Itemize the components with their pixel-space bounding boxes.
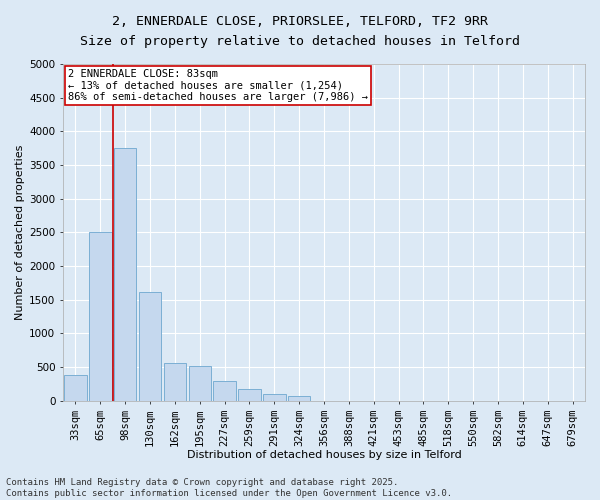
Bar bbox=[188, 366, 211, 400]
Bar bbox=[214, 381, 236, 400]
Bar bbox=[89, 232, 112, 400]
Bar bbox=[263, 394, 286, 400]
Text: 2, ENNERDALE CLOSE, PRIORSLEE, TELFORD, TF2 9RR: 2, ENNERDALE CLOSE, PRIORSLEE, TELFORD, … bbox=[112, 15, 488, 28]
Bar bbox=[114, 148, 136, 401]
Bar bbox=[139, 292, 161, 401]
Text: Size of property relative to detached houses in Telford: Size of property relative to detached ho… bbox=[80, 35, 520, 48]
Bar bbox=[238, 388, 260, 400]
Text: Contains HM Land Registry data © Crown copyright and database right 2025.
Contai: Contains HM Land Registry data © Crown c… bbox=[6, 478, 452, 498]
X-axis label: Distribution of detached houses by size in Telford: Distribution of detached houses by size … bbox=[187, 450, 461, 460]
Bar bbox=[288, 396, 310, 400]
Bar bbox=[164, 363, 186, 401]
Text: 2 ENNERDALE CLOSE: 83sqm
← 13% of detached houses are smaller (1,254)
86% of sem: 2 ENNERDALE CLOSE: 83sqm ← 13% of detach… bbox=[68, 69, 368, 102]
Y-axis label: Number of detached properties: Number of detached properties bbox=[15, 144, 25, 320]
Bar bbox=[64, 375, 86, 400]
